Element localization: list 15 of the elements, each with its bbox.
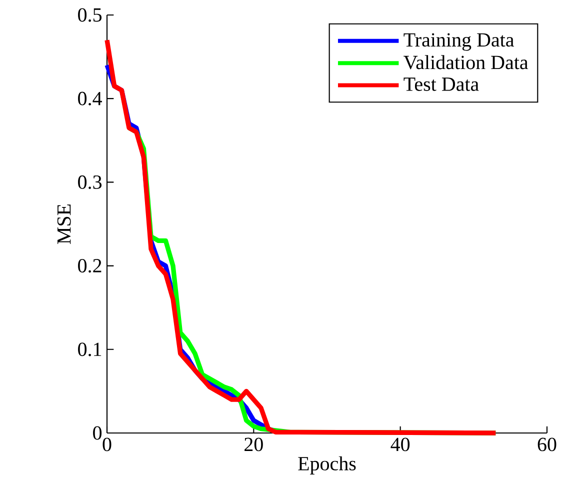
x-axis-title: Epochs — [298, 456, 356, 474]
y-tick-label: 0 — [93, 426, 102, 440]
y-tick-label: 0.4 — [78, 92, 102, 106]
y-axis-title: MSE — [57, 204, 71, 244]
x-tick-label: 0 — [102, 438, 112, 452]
legend-label: Test Data — [404, 78, 479, 91]
x-tick-label: 40 — [390, 438, 410, 452]
legend-label: Training Data — [404, 33, 514, 51]
y-tick-label: 0.3 — [78, 175, 102, 189]
x-tick-label: 20 — [244, 438, 263, 452]
y-tick-label: 0.1 — [78, 342, 102, 356]
x-tick-label: 60 — [538, 438, 556, 452]
y-tick-label: 0.5 — [78, 8, 102, 22]
legend-label: Validation Data — [404, 55, 528, 70]
y-tick-label: 0.2 — [78, 259, 102, 273]
